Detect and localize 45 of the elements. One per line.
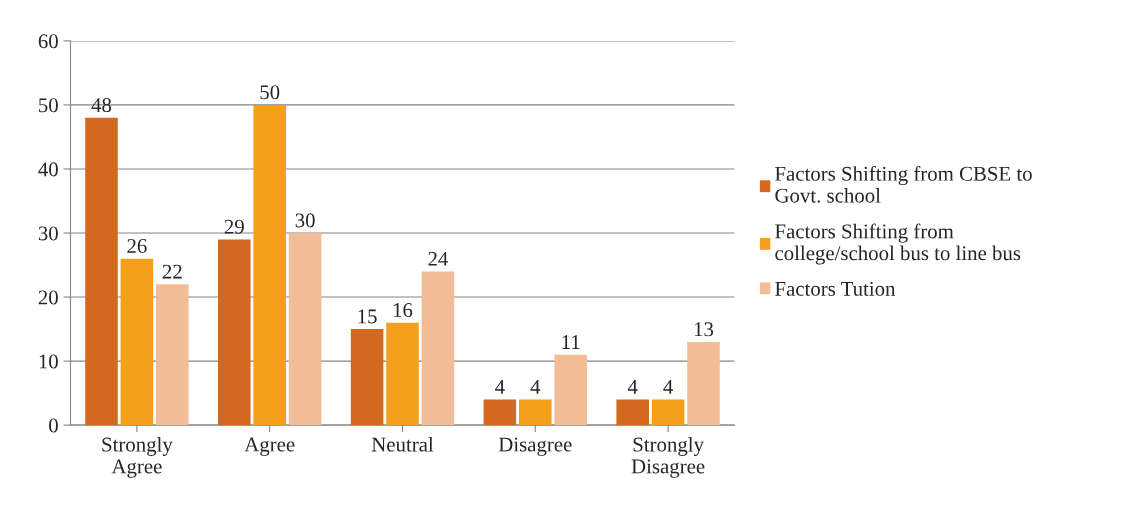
bar — [288, 233, 322, 426]
data-label: 50 — [260, 85, 280, 100]
bar — [156, 284, 189, 426]
legend-label: Factors Tution — [775, 281, 896, 296]
x-tick-label: Agree — [244, 437, 295, 456]
x-tick-label: Strongly Disagree — [631, 436, 705, 478]
data-label: 24 — [428, 251, 448, 266]
y-tick-label: 20 — [38, 290, 58, 305]
bar — [350, 329, 384, 426]
data-label: 22 — [162, 264, 182, 279]
bar — [85, 117, 118, 426]
data-label: 4 — [627, 379, 638, 394]
y-tick-label: 10 — [39, 354, 58, 369]
bar — [483, 399, 517, 426]
data-label: 16 — [393, 303, 413, 318]
bar — [519, 399, 552, 426]
bar — [687, 341, 720, 426]
bar — [651, 399, 685, 426]
x-tick-label: Neutral — [371, 436, 434, 452]
data-label: 4 — [530, 379, 541, 394]
y-tick-label: 60 — [38, 34, 58, 49]
data-label: 30 — [295, 213, 315, 228]
data-label: 15 — [358, 309, 377, 324]
data-label: 4 — [663, 379, 673, 394]
y-tick-label: 50 — [39, 98, 58, 113]
data-label: 11 — [562, 335, 580, 349]
x-tick-label: Disagree — [498, 437, 572, 456]
data-label: 48 — [91, 98, 112, 113]
data-label: 29 — [224, 219, 244, 234]
data-label: 13 — [694, 322, 714, 337]
bar — [386, 322, 419, 426]
bar — [253, 104, 286, 426]
bar — [421, 271, 455, 426]
bar — [554, 354, 587, 426]
x-tick-label: Strongly Agree — [102, 436, 173, 478]
bar — [616, 399, 649, 426]
legend-label: Factors Shifting from CBSE to Govt. school — [775, 165, 1032, 203]
y-tick-label: 0 — [49, 418, 58, 433]
legend-label: Factors Shifting from college/school bus to line bus — [775, 223, 1021, 265]
bar — [217, 239, 251, 426]
bar — [120, 258, 154, 426]
data-label: 26 — [127, 239, 147, 254]
y-tick-label: 40 — [38, 162, 58, 177]
y-tick-label: 30 — [38, 226, 58, 241]
data-label: 4 — [495, 379, 505, 394]
